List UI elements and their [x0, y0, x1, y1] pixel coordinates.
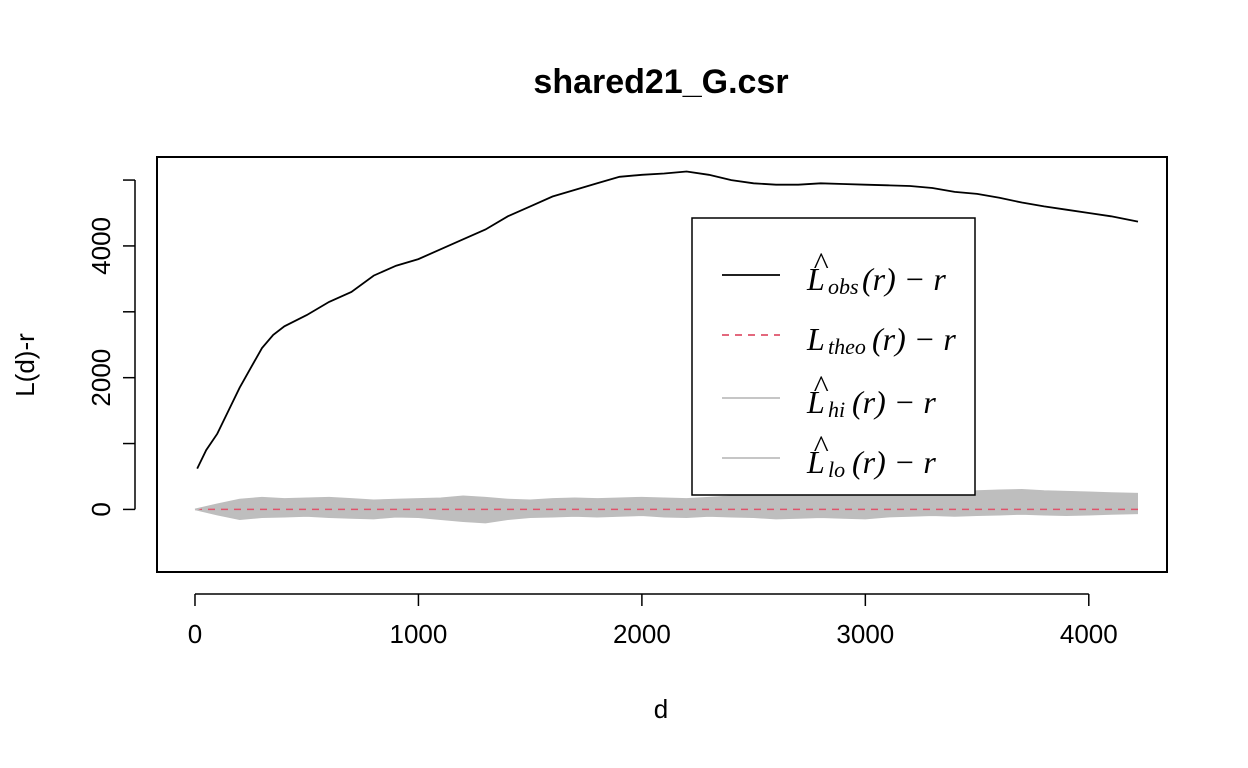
legend-symbol: L	[806, 321, 825, 357]
legend-symbol: L	[806, 444, 825, 480]
series-obs-line	[196, 170, 1139, 469]
legend-hat: ^	[813, 368, 829, 404]
x-tick-label: 4000	[1060, 619, 1118, 649]
legend-subscript: theo	[828, 334, 866, 359]
y-tick-label: 4000	[86, 217, 116, 275]
envelope-fill	[195, 489, 1138, 523]
x-tick-label: 3000	[836, 619, 894, 649]
legend: L^obs (r) − rL theo (r) − rL^hi (r) − rL^lo(…	[691, 217, 976, 496]
legend-subscript: lo	[828, 457, 845, 482]
legend-hat: ^	[813, 245, 829, 281]
legend-entry-hi: L^hi (r) − r	[806, 368, 936, 422]
legend-box	[691, 217, 976, 496]
series-lo-line	[194, 508, 1139, 524]
y-tick-label: 2000	[86, 349, 116, 407]
y-axis: 0 2000 4000	[86, 179, 136, 517]
legend-entry-obs: L^obs (r) − r	[806, 245, 946, 299]
y-axis-label: L(d)-r	[10, 333, 40, 397]
legend-subscript: hi	[828, 397, 845, 422]
x-tick-label: 1000	[390, 619, 448, 649]
legend-subscript: obs	[828, 274, 859, 299]
x-axis-label: d	[654, 694, 668, 724]
series-lines	[194, 170, 1139, 524]
legend-hat: ^	[813, 428, 829, 464]
legend-tail: (r) − r	[872, 321, 956, 357]
legend-tail: (r) − r	[852, 384, 936, 420]
x-axis: 0 1000 2000 3000 4000	[188, 593, 1118, 649]
y-tick-label: 0	[86, 502, 116, 516]
series-hi-line	[194, 488, 1139, 511]
legend-tail: (r) − r	[852, 444, 936, 480]
chart-title: shared21_G.csr	[533, 63, 788, 101]
legend-tail: (r) − r	[862, 261, 946, 297]
x-tick-label: 2000	[613, 619, 671, 649]
plot-frame	[156, 156, 1168, 573]
x-tick-label: 0	[188, 619, 202, 649]
legend-symbol: L	[806, 261, 825, 297]
legend-entry-lo: L^lo (r) − r	[806, 428, 936, 482]
legend-symbol: L	[806, 384, 825, 420]
envelope-band	[195, 489, 1138, 523]
